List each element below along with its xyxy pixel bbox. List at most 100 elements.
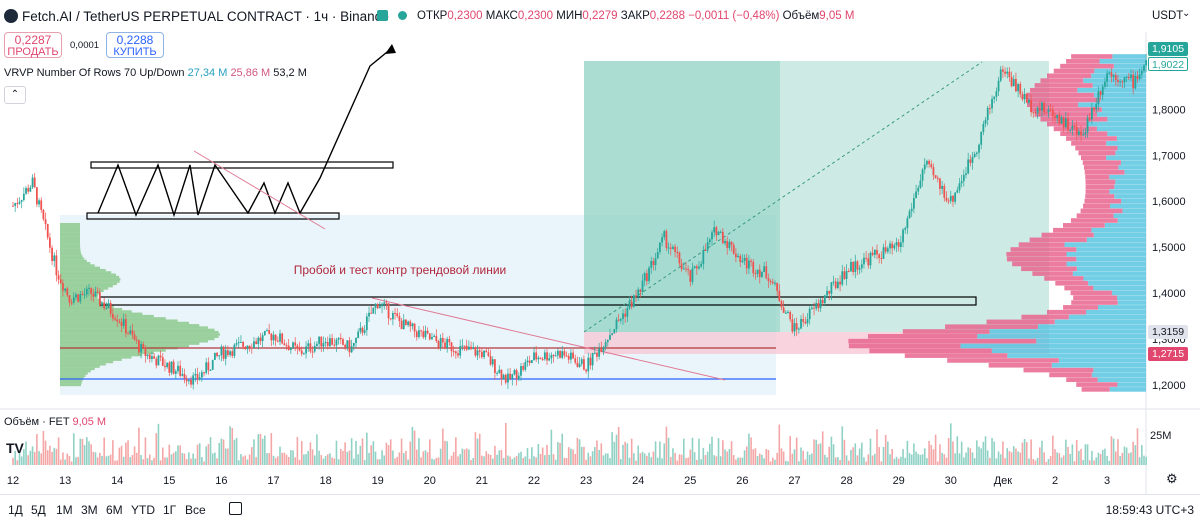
candle-body [669,247,672,249]
candle-body [1004,71,1006,74]
vp-right-down [1040,116,1108,122]
candle-body [1140,70,1143,75]
range-6m[interactable]: 6М [106,503,123,517]
range-1m[interactable]: 1М [56,503,73,517]
symbol-title[interactable]: Fetch.AI / TetherUS PERPETUAL CONTRACT ·… [22,9,389,24]
volume-bar [715,456,718,465]
range-ytd[interactable]: YTD [131,503,155,517]
chevron-down-icon[interactable]: ⌄ [1182,8,1191,19]
volume-bar [175,451,177,465]
volume-bar [1095,457,1098,465]
candle-body [680,263,683,270]
candle-body [967,159,970,174]
volume-bar [203,461,205,465]
volume-bar [385,442,388,465]
candle-body [997,80,1000,92]
candle-body [939,178,941,189]
vp-right-up [1111,290,1146,296]
vp-left-row [60,383,82,387]
volume-bar [198,443,201,465]
candle-body [700,263,703,267]
candle-body [292,342,294,348]
candle-body [494,359,496,373]
vrvp-legend[interactable]: VRVP Number Of Rows 70 Up/Down 27,34 M 2… [4,67,307,79]
buy-button[interactable]: 0,2288 КУПИТЬ [106,32,164,58]
volume-bar [220,438,223,465]
volume-bar [976,440,978,465]
volume-bar [446,441,448,465]
vrvp-down: 25,86 M [230,67,271,79]
range-1y[interactable]: 1Г [163,503,177,517]
volume-bar [609,458,611,465]
candle-body [784,312,787,314]
x-tick-label: 27 [788,475,800,487]
current-price-badge: 1,9105 [1148,42,1188,56]
volume-bar [170,454,173,465]
volume-legend[interactable]: Объём · FET 9,05 M [4,416,106,428]
vp-right-up [1109,387,1146,392]
candle-body [754,273,757,275]
volume-bar [1034,460,1037,465]
volume-bar [802,450,804,465]
vp-left-row [60,370,91,373]
range-1d[interactable]: 1Д [8,503,23,517]
candle-body [952,195,954,202]
calendar-icon[interactable] [229,502,242,515]
tradingview-logo-icon[interactable]: TV [6,440,24,456]
candle-body [244,346,247,350]
candle-body [856,261,859,270]
vp-right-up [1054,319,1146,325]
vp-right-down [1082,160,1121,165]
volume-bar [94,452,97,465]
volume-bar [763,458,765,465]
volume-bar [1123,446,1126,465]
x-tick-label: 22 [528,475,540,487]
currency-selector[interactable]: USDT [1152,10,1184,22]
range-3m[interactable]: 3М [81,503,98,517]
volume-bar [285,454,288,465]
x-tick-label: 18 [319,475,331,487]
clock: 18:59:43 UTC+3 [1105,503,1194,517]
candle-body [1058,114,1061,124]
volume-bar [808,454,811,465]
volume-bar [991,438,993,465]
volume-bar [394,458,396,465]
range-all[interactable]: Все [185,503,206,517]
candle-body [307,343,310,347]
sell-button[interactable]: 0,2287 ПРОДАТЬ [4,32,62,58]
candle-body [68,295,71,303]
volume-bar [502,457,505,465]
volume-bar [537,443,540,465]
x-tick-label: 23 [580,475,592,487]
volume-bar [355,440,357,465]
candle-body [884,247,887,252]
volume-bar [544,455,546,465]
volume-bar [858,448,861,465]
candle-body [266,330,268,332]
vp-left-row [60,344,190,348]
volume-bar [572,449,574,465]
settings-gear-icon[interactable]: ⚙ [1166,471,1178,486]
candle-body [904,228,907,230]
candle-body [808,308,811,320]
volume-bar [602,455,605,465]
range-5d[interactable]: 5Д [31,503,46,517]
volume-bar [986,450,989,465]
volume-bar [615,434,618,465]
volume-bar [164,457,166,465]
fetch-ai-logo-icon [4,9,18,23]
candle-body [570,352,572,360]
volume-bar [607,453,609,465]
candle-body [995,91,998,97]
volume-bar [854,443,857,465]
volume-bar [159,460,162,465]
level-price-badge-b: 1,2715 [1148,347,1188,361]
candle-body [272,334,275,341]
candle-body [787,311,789,313]
candle-body [339,337,342,340]
candle-body [867,258,870,266]
collapse-legend-chevron-up-icon[interactable]: ⌃ [4,86,26,104]
volume-bar [229,426,231,465]
volume-bar [324,456,327,465]
